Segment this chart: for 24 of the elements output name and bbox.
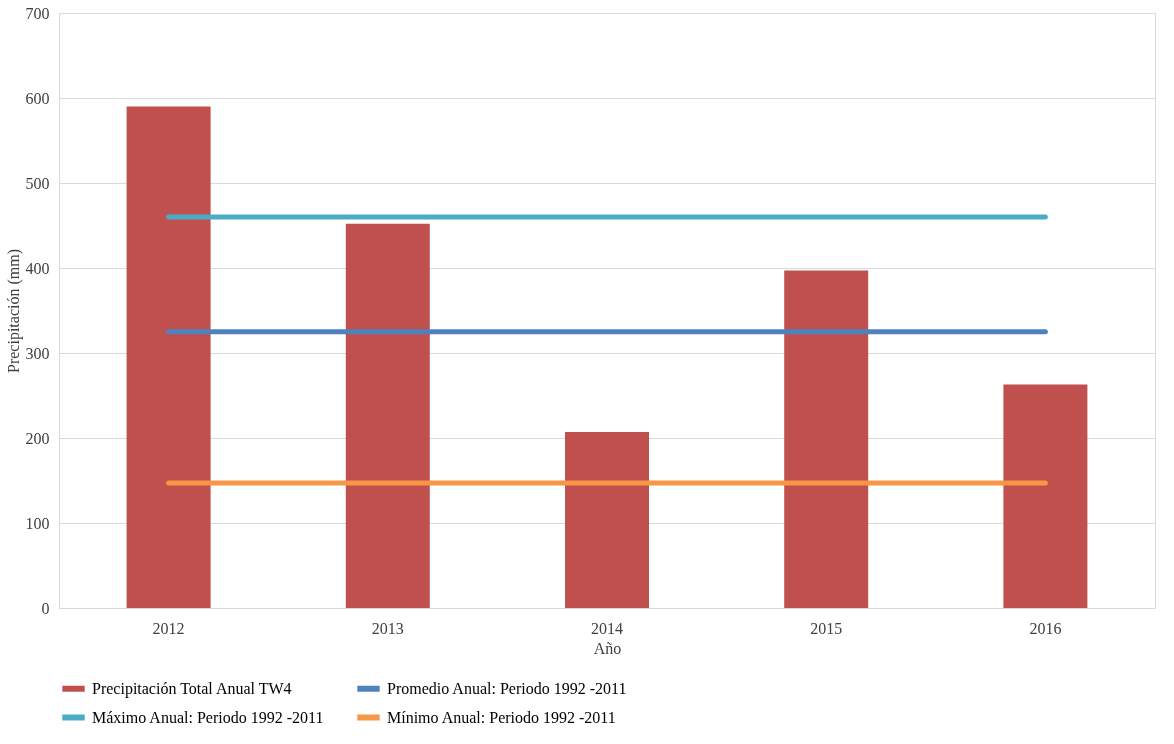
bar bbox=[1003, 384, 1088, 608]
x-axis-title: Año bbox=[593, 639, 622, 657]
bar bbox=[784, 270, 869, 608]
bar bbox=[565, 432, 649, 608]
x-tick-label: 2013 bbox=[371, 619, 404, 637]
y-tick-label: 300 bbox=[25, 344, 50, 362]
x-tick-label: 2012 bbox=[152, 619, 185, 637]
x-tick-label: 2015 bbox=[810, 619, 843, 637]
y-tick-label: 700 bbox=[25, 4, 50, 22]
legend-label: Mínimo Anual: Periodo 1992 -2011 bbox=[387, 708, 616, 726]
bar bbox=[345, 223, 430, 608]
x-tick-label: 2016 bbox=[1029, 619, 1062, 637]
y-tick-label: 600 bbox=[25, 89, 50, 107]
y-tick-label: 0 bbox=[41, 599, 50, 617]
x-tick-label: 2014 bbox=[591, 619, 623, 637]
y-tick-label: 100 bbox=[25, 514, 50, 532]
y-axis-title: Precipitación (mm) bbox=[4, 249, 23, 373]
y-tick-label: 400 bbox=[25, 259, 50, 277]
bar bbox=[126, 106, 211, 608]
legend-label: Promedio Anual: Periodo 1992 -2011 bbox=[387, 679, 627, 697]
legend-label: Precipitación Total Anual TW4 bbox=[92, 679, 292, 698]
legend-label: Máximo Anual: Periodo 1992 -2011 bbox=[92, 708, 324, 726]
y-tick-label: 200 bbox=[25, 429, 50, 447]
y-tick-label: 500 bbox=[25, 174, 50, 192]
